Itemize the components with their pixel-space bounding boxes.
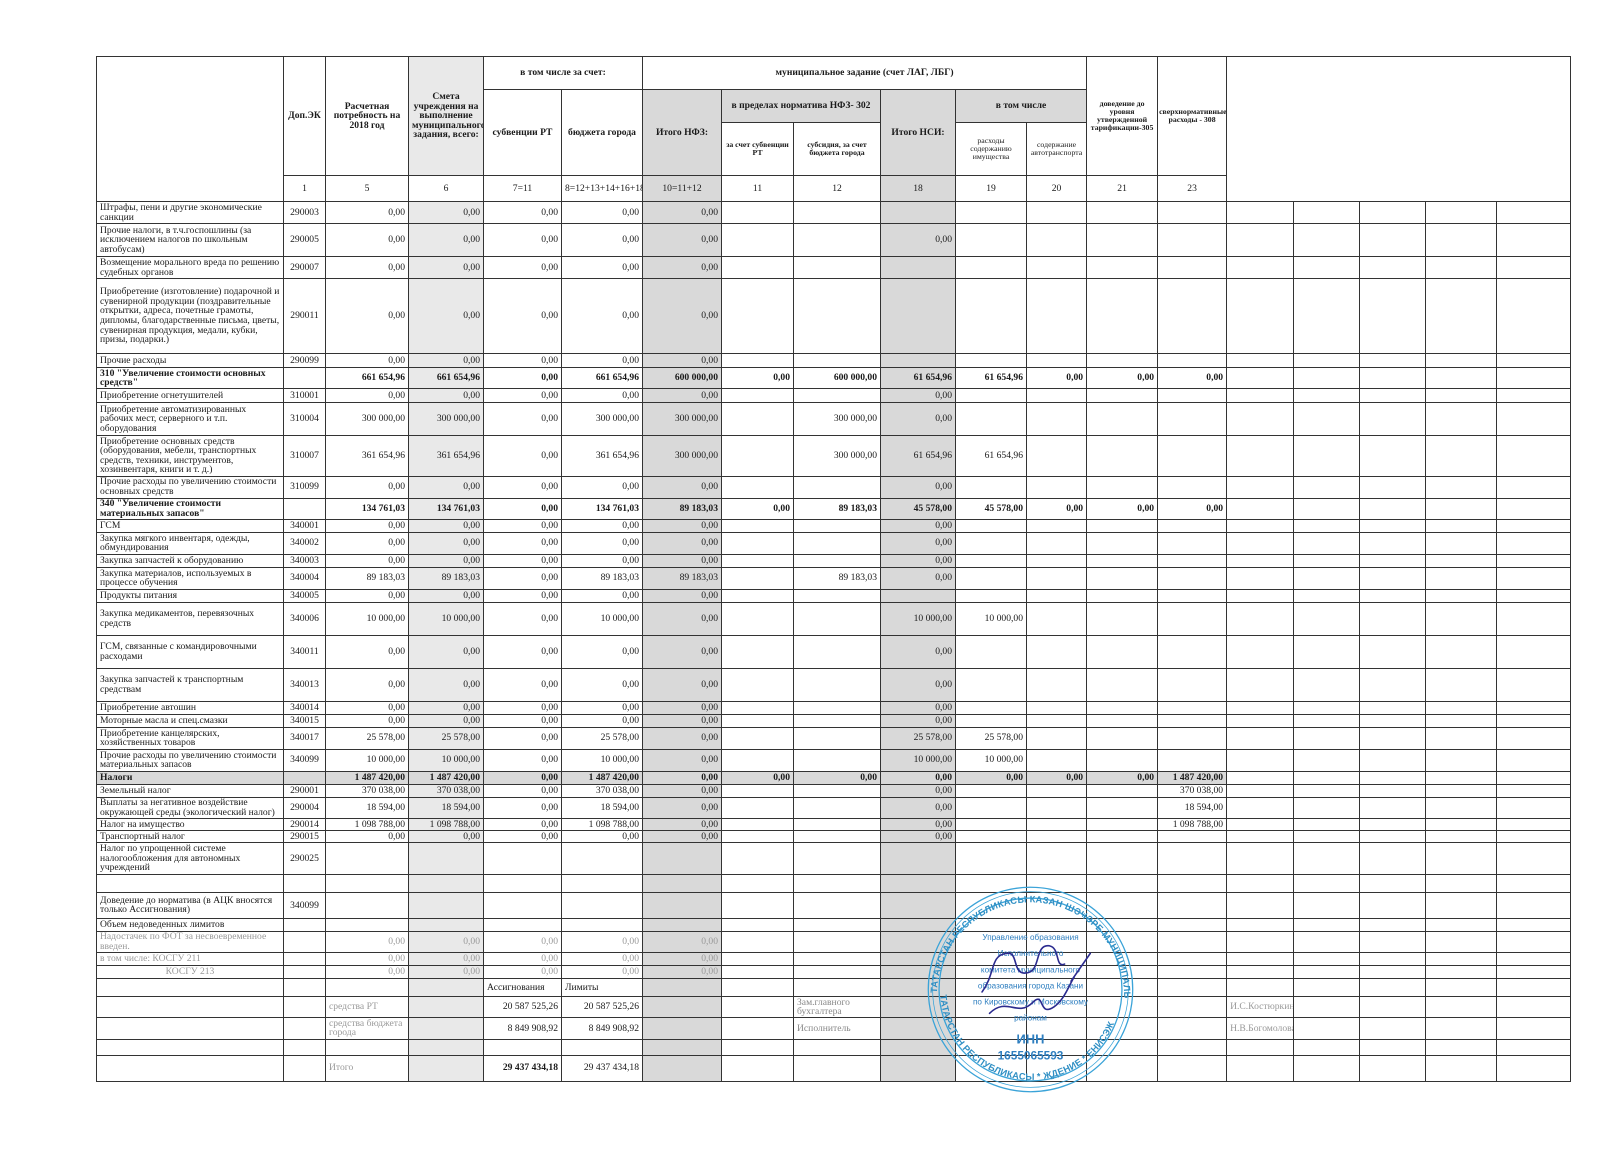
svg-text:1655065593: 1655065593 [998, 1048, 1064, 1062]
